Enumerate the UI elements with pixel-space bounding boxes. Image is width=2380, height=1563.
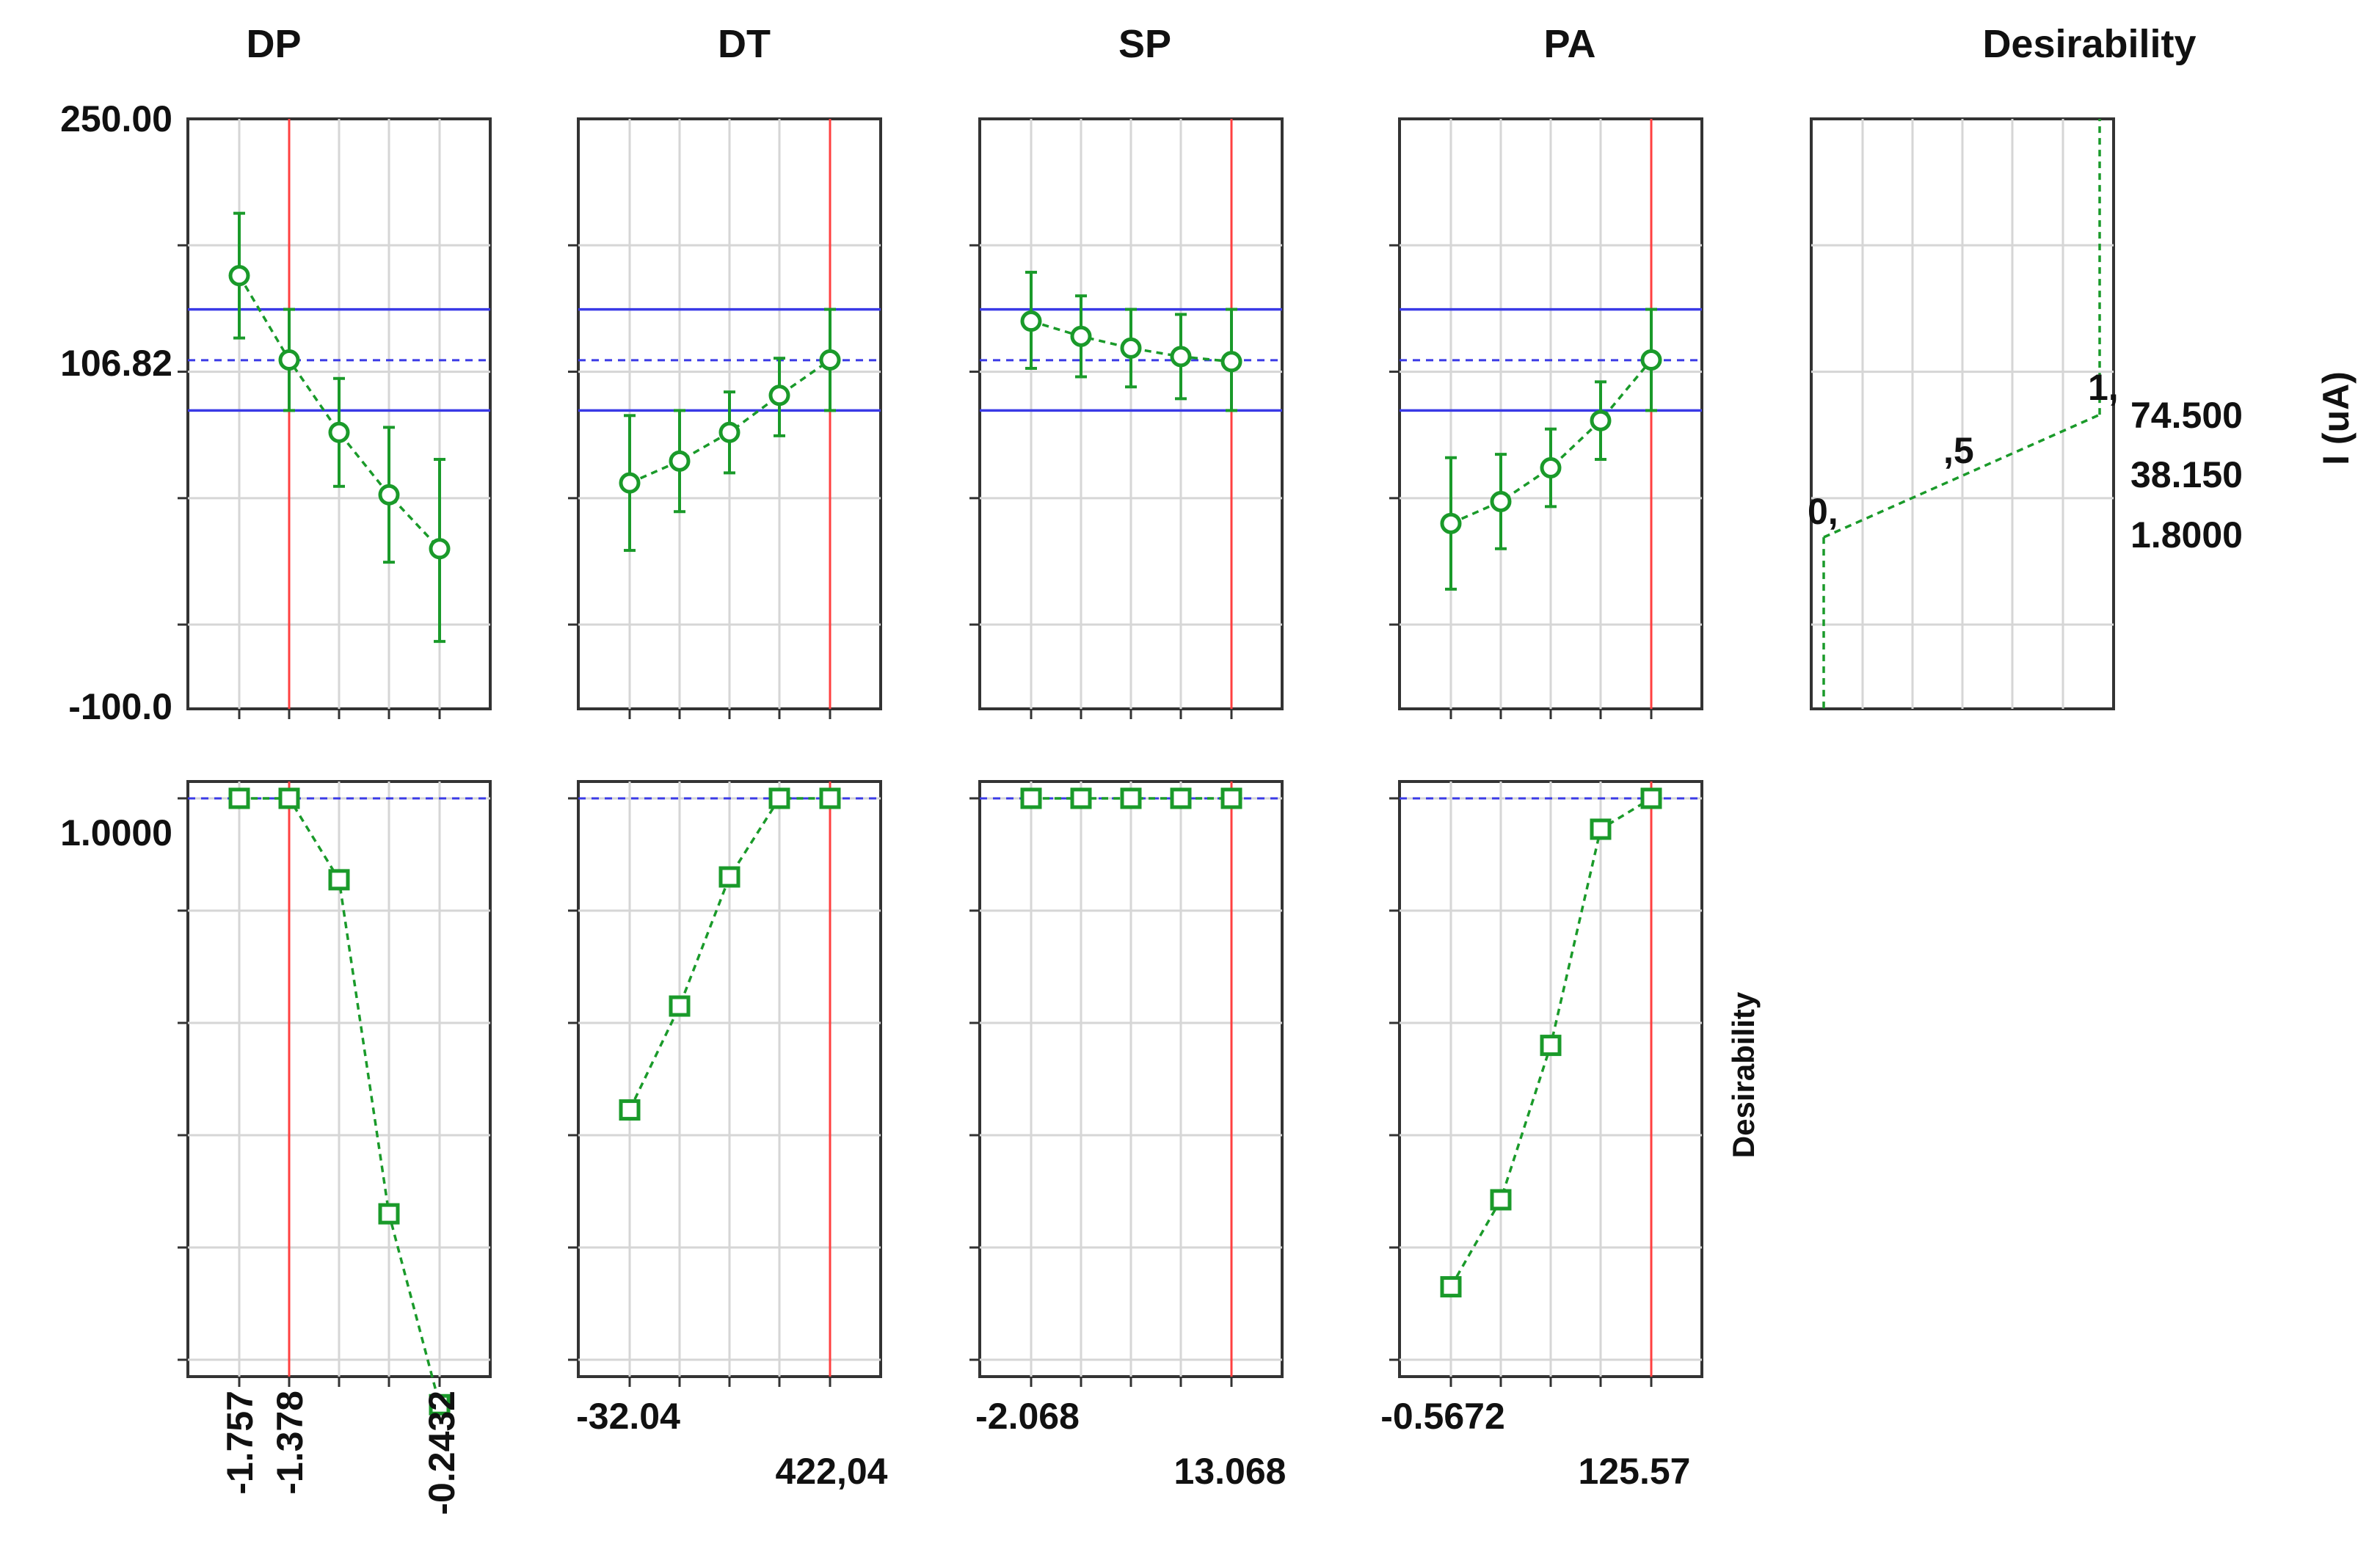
- response-point-dp: [429, 538, 451, 560]
- chart-labels: DP DT SP PA Desirability 250.00 106.82 -…: [60, 22, 2357, 1515]
- desirability-point-sp: [1120, 787, 1142, 809]
- response-point-dt: [669, 450, 691, 472]
- response-point-dt: [819, 349, 841, 371]
- desirability-point-dt: [619, 1099, 641, 1121]
- y-tick-label-max: 250.00: [60, 98, 172, 139]
- response-axis-label: I (uA): [2315, 371, 2357, 465]
- column-title-pa: PA: [1543, 22, 1595, 66]
- response-point-dt: [768, 385, 790, 407]
- desirability-point-dp: [328, 869, 350, 891]
- desirability-point-sp: [1020, 787, 1042, 809]
- response-point-sp: [1070, 325, 1092, 347]
- x-tick-label-dp-max: -0.2432: [421, 1391, 462, 1515]
- desirability-y-tick-label: 1.0000: [60, 812, 172, 853]
- response-point-sp: [1220, 351, 1242, 373]
- x-tick-label-dt-max: 422,04: [776, 1451, 888, 1492]
- response-point-dp: [378, 484, 400, 506]
- desirability-value-label-low: 1.8000: [2130, 514, 2243, 555]
- column-title-sp: SP: [1118, 22, 1171, 66]
- x-tick-label-dt-min: -32.04: [576, 1396, 680, 1437]
- response-point-dt: [718, 421, 740, 443]
- response-point-pa: [1540, 457, 1562, 479]
- response-point-dp: [328, 421, 350, 443]
- response-point-sp: [1120, 337, 1142, 359]
- chart-marks: [188, 119, 2101, 1416]
- x-tick-label-pa-max: 125.57: [1579, 1451, 1691, 1492]
- y-tick-label-min: -100.0: [68, 686, 172, 727]
- x-tick-label-sp-max: 13.068: [1174, 1451, 1287, 1492]
- desirability-point-label-0: 0,: [1808, 491, 1838, 532]
- desirability-point-dt: [669, 995, 691, 1017]
- response-point-dp: [278, 349, 300, 371]
- desirability-point-dt: [819, 787, 841, 809]
- response-point-sp: [1020, 310, 1042, 332]
- desirability-axis-label: Desirability: [1726, 991, 1761, 1158]
- response-point-pa: [1490, 490, 1512, 512]
- desirability-point-sp: [1170, 787, 1192, 809]
- desirability-point-pa: [1590, 818, 1612, 840]
- desirability-spec-line: [1823, 413, 2100, 539]
- column-title-desirability: Desirability: [1982, 22, 2196, 66]
- x-tick-label-pa-min: -0.5672: [1380, 1396, 1505, 1437]
- response-point-dp: [228, 265, 250, 287]
- desirability-value-label-high: 74.500: [2130, 395, 2243, 436]
- response-point-sp: [1170, 346, 1192, 368]
- desirability-point-dp: [378, 1203, 400, 1225]
- desirability-point-dp: [228, 787, 250, 809]
- desirability-value-label-mid: 38.150: [2130, 454, 2243, 495]
- desirability-point-dp: [429, 1393, 451, 1416]
- x-tick-label-sp-min: -2.068: [975, 1396, 1080, 1437]
- x-tick-label-dp-min: -1.757: [219, 1391, 261, 1495]
- desirability-series-line-dt: [628, 797, 830, 1111]
- response-point-dt: [619, 472, 641, 494]
- response-point-pa: [1590, 409, 1612, 431]
- response-point-pa: [1440, 512, 1462, 534]
- y-tick-label-prediction: 106.82: [60, 343, 172, 384]
- x-tick-label-dp-current: -1.378: [269, 1391, 310, 1495]
- response-series-line-pa: [1450, 359, 1653, 525]
- response-point-pa: [1640, 349, 1662, 371]
- desirability-point-pa: [1440, 1276, 1462, 1298]
- desirability-point-dp: [278, 787, 300, 809]
- desirability-point-dt: [718, 866, 740, 888]
- desirability-point-pa: [1540, 1035, 1562, 1057]
- column-title-dt: DT: [718, 22, 771, 66]
- column-title-dp: DP: [246, 22, 301, 66]
- desirability-point-label-half: ,5: [1943, 430, 1974, 471]
- desirability-point-label-1: 1,: [2088, 367, 2119, 408]
- desirability-point-sp: [1070, 787, 1092, 809]
- desirability-point-sp: [1220, 787, 1242, 809]
- desirability-point-pa: [1640, 787, 1662, 809]
- response-series-line-dp: [238, 274, 441, 550]
- desirability-point-pa: [1490, 1189, 1512, 1211]
- desirability-point-dt: [768, 787, 790, 809]
